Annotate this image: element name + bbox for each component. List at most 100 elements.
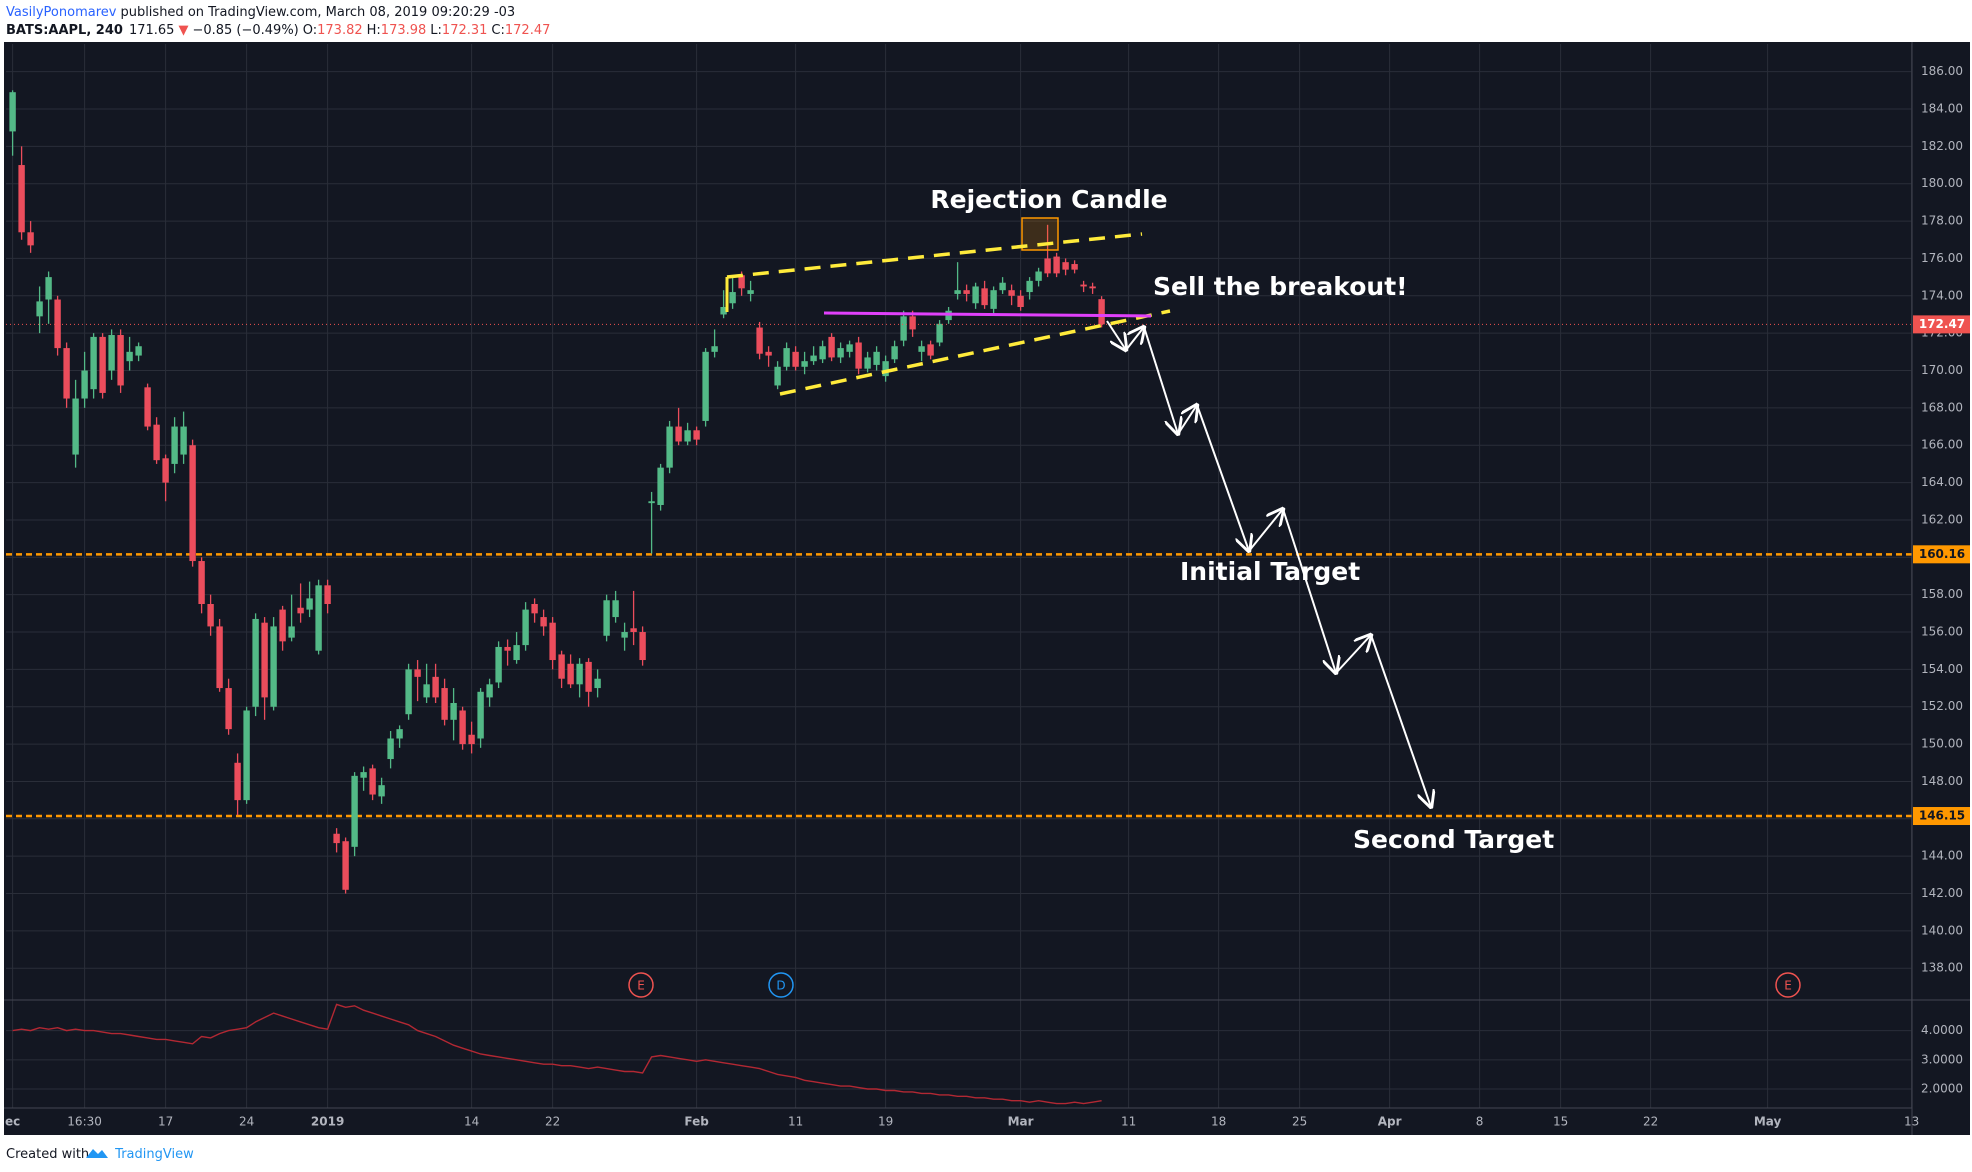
data-layer bbox=[6, 44, 1913, 1108]
candle-body bbox=[369, 768, 376, 795]
candle-body bbox=[747, 290, 754, 294]
level-label: 146.15 bbox=[1919, 809, 1965, 823]
candle-body bbox=[954, 290, 961, 294]
candle-body bbox=[27, 232, 34, 246]
candle-body bbox=[1080, 284, 1087, 287]
candle-body bbox=[126, 351, 133, 362]
header-line-1: VasilyPonomarev published on TradingView.… bbox=[6, 5, 515, 20]
candle-body bbox=[1053, 256, 1060, 274]
candle-body bbox=[90, 336, 97, 390]
chart-background bbox=[4, 42, 1970, 1135]
y-tick-label: 152.00 bbox=[1921, 699, 1963, 713]
candle-body bbox=[666, 426, 673, 468]
arrow bbox=[1196, 404, 1249, 551]
candle-body bbox=[1008, 290, 1015, 296]
y-tick-label: 154.00 bbox=[1921, 662, 1963, 676]
ohlc-value: 172.31 bbox=[442, 23, 488, 38]
candle-body bbox=[36, 301, 43, 317]
candle-body bbox=[504, 646, 511, 651]
candle-body bbox=[558, 654, 565, 679]
last-price-tag bbox=[1913, 315, 1970, 334]
footer: Created with TradingView bbox=[6, 1147, 194, 1162]
y-tick-label: 140.00 bbox=[1921, 923, 1963, 937]
candle-body bbox=[171, 426, 178, 464]
y2-tick-label: 3.0000 bbox=[1921, 1052, 1963, 1066]
y-tick-label: 150.00 bbox=[1921, 737, 1963, 751]
x-tick-label: 16:30 bbox=[67, 1115, 102, 1129]
arrow bbox=[1282, 508, 1336, 673]
arrow bbox=[1335, 635, 1371, 674]
event-marker[interactable] bbox=[1775, 972, 1801, 998]
candle-body bbox=[702, 351, 709, 421]
candle-body bbox=[513, 645, 520, 661]
candle-body bbox=[234, 762, 241, 801]
last-price-label: 172.47 bbox=[1919, 317, 1965, 331]
arrow bbox=[1370, 634, 1431, 807]
x-tick-label: 22 bbox=[1643, 1115, 1658, 1129]
candle-body bbox=[270, 626, 277, 707]
candle-body bbox=[972, 286, 979, 304]
published: published on TradingView.com, March 08, … bbox=[120, 5, 515, 20]
arrow: ▼ bbox=[178, 23, 188, 38]
y-tick-label: 182.00 bbox=[1921, 139, 1963, 153]
ohlc-label: H: bbox=[367, 23, 381, 38]
price: 171.65 bbox=[129, 23, 175, 38]
candle-body bbox=[765, 351, 772, 356]
channel-upper bbox=[726, 232, 1143, 279]
candle-body bbox=[810, 355, 817, 362]
candle-body bbox=[909, 316, 916, 330]
candle-body bbox=[990, 290, 997, 309]
x-tick-label: 8 bbox=[1476, 1115, 1484, 1129]
y-tick-label: 142.00 bbox=[1921, 886, 1963, 900]
y-tick-label: 148.00 bbox=[1921, 774, 1963, 788]
y-tick-label: 166.00 bbox=[1921, 438, 1963, 452]
x-tick-label: 17 bbox=[158, 1115, 173, 1129]
candle-body bbox=[657, 467, 664, 506]
candle-body bbox=[54, 299, 61, 349]
candle-body bbox=[279, 609, 286, 642]
candle-body bbox=[1098, 299, 1105, 325]
candle-body bbox=[801, 361, 808, 367]
candle-body bbox=[684, 430, 691, 442]
x-tick-label: Apr bbox=[1378, 1115, 1402, 1129]
y-tick-label: 170.00 bbox=[1921, 363, 1963, 377]
candle-body bbox=[468, 734, 475, 745]
candle-body bbox=[396, 729, 403, 739]
candle-body bbox=[963, 290, 970, 294]
candle-body bbox=[828, 336, 835, 358]
candle-body bbox=[342, 841, 349, 890]
candle-body bbox=[378, 785, 385, 797]
candle-body bbox=[441, 688, 448, 720]
arrow bbox=[1248, 509, 1283, 552]
level-label: 160.16 bbox=[1919, 547, 1965, 561]
x-tick-label: May bbox=[1754, 1115, 1782, 1129]
candle-body bbox=[936, 323, 943, 343]
footer-brand[interactable]: TradingView bbox=[114, 1147, 194, 1162]
candle-body bbox=[693, 430, 700, 440]
candle-body bbox=[324, 585, 331, 605]
candle-body bbox=[1089, 286, 1096, 289]
event-marker[interactable] bbox=[768, 972, 794, 998]
candle-body bbox=[855, 342, 862, 369]
header-line-2: BATS:AAPL, 240 171.65 ▼ −0.85 (−0.49%) O:173… bbox=[6, 23, 550, 38]
event-marker[interactable] bbox=[628, 972, 654, 998]
candle-body bbox=[738, 275, 745, 289]
support-line bbox=[823, 311, 1152, 318]
candle-body bbox=[729, 292, 736, 304]
candle-body bbox=[198, 561, 205, 605]
candle-body bbox=[1071, 264, 1078, 270]
candle-body bbox=[405, 669, 412, 715]
x-tick-label: 25 bbox=[1292, 1115, 1307, 1129]
candle-body bbox=[144, 387, 151, 427]
candle-body bbox=[450, 703, 457, 720]
x-tick-label: ec bbox=[5, 1115, 20, 1129]
candle-body bbox=[297, 607, 304, 614]
author[interactable]: VasilyPonomarev bbox=[6, 5, 117, 20]
candle-body bbox=[576, 663, 583, 685]
x-tick-label: Feb bbox=[684, 1115, 709, 1129]
y-tick-label: 186.00 bbox=[1921, 64, 1963, 78]
level-tag bbox=[1913, 807, 1970, 826]
event-label: D bbox=[776, 979, 785, 993]
candle-body bbox=[648, 501, 655, 504]
